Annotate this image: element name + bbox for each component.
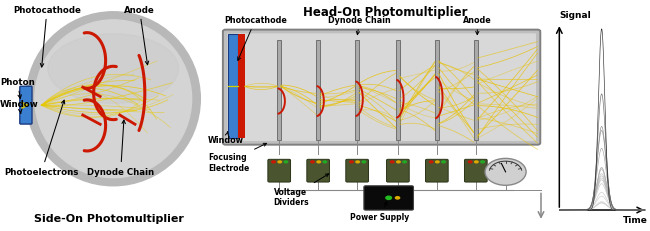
Bar — [474, 41, 478, 140]
Ellipse shape — [26, 13, 200, 186]
Ellipse shape — [35, 21, 192, 178]
Circle shape — [435, 161, 440, 164]
Text: Anode: Anode — [124, 6, 155, 65]
Text: Window: Window — [0, 99, 39, 114]
Text: Head-On Photomultiplier: Head-On Photomultiplier — [303, 6, 467, 19]
FancyBboxPatch shape — [227, 34, 536, 141]
Circle shape — [467, 161, 473, 164]
FancyBboxPatch shape — [364, 186, 413, 210]
Text: Dynode Chain: Dynode Chain — [328, 16, 391, 36]
Circle shape — [278, 161, 282, 164]
Circle shape — [480, 161, 485, 164]
FancyBboxPatch shape — [268, 160, 291, 182]
Circle shape — [441, 161, 446, 164]
Text: Focusing
Electrode: Focusing Electrode — [208, 144, 266, 172]
FancyBboxPatch shape — [307, 160, 330, 182]
Circle shape — [283, 161, 289, 164]
FancyBboxPatch shape — [387, 160, 410, 182]
Text: Side-On Photomultiplier: Side-On Photomultiplier — [34, 213, 184, 223]
Text: Time: Time — [623, 215, 648, 224]
Circle shape — [485, 159, 526, 185]
Text: Photoelectrons: Photoelectrons — [5, 101, 79, 176]
Bar — [316, 41, 320, 140]
Circle shape — [316, 161, 321, 164]
Bar — [396, 41, 400, 140]
FancyBboxPatch shape — [426, 160, 448, 182]
Circle shape — [271, 161, 276, 164]
FancyBboxPatch shape — [20, 87, 32, 125]
FancyBboxPatch shape — [346, 160, 369, 182]
Circle shape — [396, 161, 401, 164]
Text: Window: Window — [208, 132, 244, 144]
Circle shape — [474, 161, 479, 164]
Circle shape — [395, 196, 400, 200]
Text: Dynode Chain: Dynode Chain — [87, 121, 154, 176]
Bar — [355, 41, 359, 140]
Circle shape — [310, 161, 315, 164]
Text: Anode: Anode — [463, 16, 492, 35]
Bar — [277, 41, 281, 140]
FancyBboxPatch shape — [223, 30, 540, 145]
Bar — [228, 35, 239, 139]
Circle shape — [322, 161, 328, 164]
Text: Power Supply: Power Supply — [350, 202, 409, 222]
Bar — [435, 41, 439, 140]
FancyBboxPatch shape — [465, 160, 487, 182]
Circle shape — [385, 196, 392, 200]
Circle shape — [349, 161, 354, 164]
Ellipse shape — [48, 35, 179, 104]
Circle shape — [402, 161, 407, 164]
Circle shape — [355, 161, 360, 164]
Text: Photon: Photon — [0, 77, 34, 99]
Text: Photocathode: Photocathode — [13, 6, 81, 68]
Circle shape — [361, 161, 367, 164]
Bar — [239, 35, 245, 139]
Text: Signal: Signal — [559, 11, 591, 20]
Circle shape — [390, 161, 395, 164]
Circle shape — [429, 161, 434, 164]
Text: Voltage
Dividers: Voltage Dividers — [274, 174, 329, 207]
Text: Photocathode: Photocathode — [224, 16, 287, 61]
